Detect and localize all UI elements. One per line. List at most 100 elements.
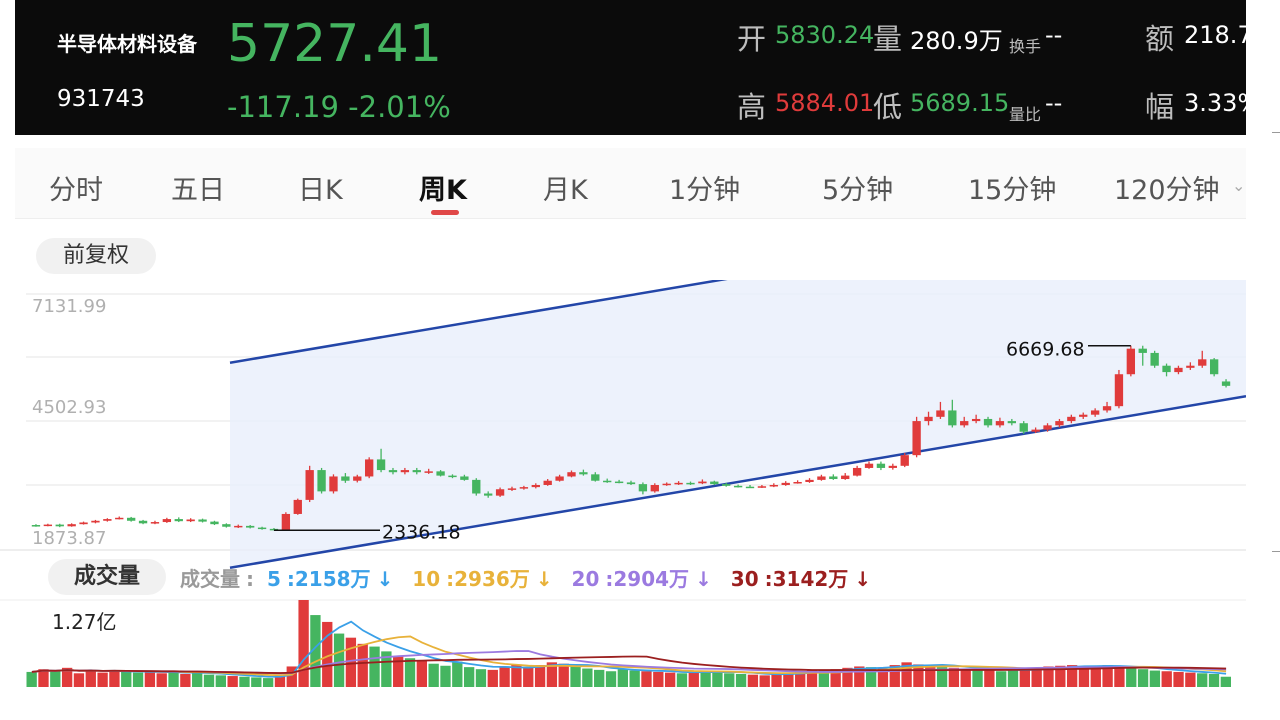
volume-bar — [487, 669, 498, 687]
period-tabs: 分时 五日 日K 周K 月K 1分钟 5分钟 15分钟 120分钟 — [15, 148, 1246, 219]
volume-bar — [1185, 672, 1196, 687]
volume-bar — [641, 671, 652, 687]
candle-body — [650, 484, 659, 492]
candle-body — [174, 519, 183, 522]
chevron-down-icon[interactable]: ⌄ — [1232, 176, 1246, 195]
active-tab-indicator — [431, 210, 459, 215]
volume-bar — [463, 667, 475, 687]
ma20-name: 20 — [571, 567, 600, 591]
candle-body — [400, 470, 410, 473]
volume-bar — [144, 671, 156, 687]
volume-bar — [322, 621, 333, 687]
edge-tick — [1272, 132, 1280, 133]
candle-body — [1079, 414, 1088, 417]
candle-body — [543, 480, 552, 485]
candle-body — [472, 479, 481, 494]
volume-bar — [936, 667, 948, 687]
volume-bar — [215, 675, 226, 687]
candle-body — [1209, 359, 1219, 375]
tab-daily-k[interactable]: 日K — [298, 175, 343, 206]
kline-chart[interactable]: 7131.99 4502.93 1873.87 6669.68 2336.18 — [0, 280, 1246, 720]
volume-bar — [1066, 665, 1078, 687]
candle-body — [674, 482, 683, 485]
stock-code: 931743 — [57, 86, 145, 112]
candle-body — [864, 463, 874, 468]
tab-1min[interactable]: 1分钟 — [669, 175, 741, 206]
tab-120min[interactable]: 120分钟 — [1114, 175, 1220, 206]
volume-bar — [1173, 671, 1184, 687]
ma20-arrow-icon: ↓ — [695, 567, 712, 591]
tab-15min[interactable]: 15分钟 — [968, 175, 1057, 206]
candle-body — [852, 467, 862, 476]
volume-bar — [1197, 673, 1208, 687]
volume-bar — [771, 673, 782, 687]
candle-body — [424, 471, 433, 473]
candle-body — [733, 485, 743, 488]
ma30-value: 3142万 — [772, 567, 849, 591]
candle-body — [329, 476, 338, 492]
volume-bar — [61, 667, 73, 687]
volume-bar — [1019, 669, 1030, 687]
candle-body — [1090, 410, 1100, 415]
price-axis-label: 7131.99 — [32, 296, 106, 317]
volume-bar — [712, 671, 723, 687]
volume-bar — [1114, 666, 1125, 687]
candle-body — [1055, 421, 1064, 426]
volume-bar — [653, 671, 664, 687]
volume-bar — [156, 673, 167, 687]
ma30-legend: 30:3142万 ↓ — [730, 567, 872, 591]
candle-body — [841, 475, 850, 480]
ma10-arrow-icon: ↓ — [535, 567, 553, 591]
volume-bar — [50, 671, 61, 687]
candle-body — [1174, 367, 1183, 373]
candle-body — [257, 527, 267, 530]
candle-body — [698, 481, 707, 484]
candle-body — [43, 524, 53, 527]
low-marker-label: 2336.18 — [382, 521, 461, 543]
amplitude-value: 3.33% — [1184, 89, 1246, 117]
volume-bar — [333, 633, 345, 687]
volume-bar — [724, 673, 735, 687]
candle-body — [198, 519, 207, 522]
ma20-value: 2904万 — [613, 567, 690, 591]
tab-monthly-k[interactable]: 月K — [543, 175, 588, 206]
volume-bar — [121, 671, 132, 687]
volume-bar — [1090, 667, 1101, 687]
volume-bar — [901, 662, 912, 687]
volume-bar — [73, 673, 85, 687]
volume-ma30-line — [31, 655, 1227, 674]
volume-bar — [854, 666, 865, 687]
volume-bar — [38, 669, 49, 687]
volume-bar — [972, 669, 983, 687]
volume-bar — [357, 643, 368, 687]
candle-body — [293, 499, 302, 514]
candle-body — [1138, 348, 1147, 353]
candle-body — [995, 421, 1005, 426]
adjust-button[interactable]: 前复权 — [36, 238, 156, 274]
candle-body — [591, 474, 600, 481]
volume-bar — [440, 665, 451, 687]
volume-bar — [889, 665, 900, 687]
amplitude-label: 幅 — [1145, 90, 1175, 124]
volume-bar — [262, 678, 274, 687]
volume-bar — [629, 670, 640, 687]
candle-body — [1162, 365, 1171, 373]
tab-5min[interactable]: 5分钟 — [822, 175, 894, 206]
candle-body — [1019, 423, 1028, 432]
volume-bar — [475, 669, 487, 687]
candle-body — [31, 525, 41, 527]
trend-channel-fill — [230, 280, 1246, 568]
candle-body — [412, 470, 421, 473]
volume-indicator-button[interactable]: 成交量 — [48, 559, 166, 595]
candle-body — [222, 524, 231, 527]
volume-bar — [499, 666, 510, 687]
ma10-name: 10 — [412, 567, 441, 591]
high-marker-label: 6669.68 — [1006, 339, 1085, 361]
candle-body — [519, 487, 529, 489]
tab-intraday[interactable]: 分时 — [49, 175, 103, 206]
tab-five-day[interactable]: 五日 — [171, 175, 225, 206]
volratio-label: 量比 — [1009, 105, 1042, 124]
candle-body — [162, 519, 172, 523]
tab-weekly-k[interactable]: 周K — [419, 175, 467, 206]
volume-label: 量 — [873, 22, 903, 56]
